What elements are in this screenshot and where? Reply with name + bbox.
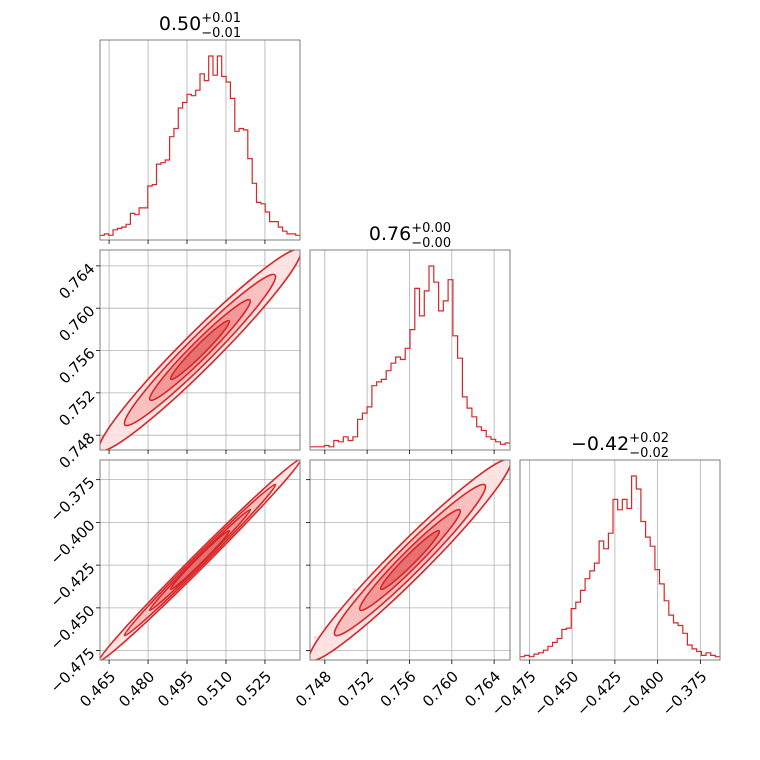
y-tick-label: 0.760 xyxy=(55,302,98,345)
y-tick-label: −0.425 xyxy=(47,559,99,611)
x-tick-label: −0.375 xyxy=(659,667,711,719)
x-tick-label: 0.748 xyxy=(292,668,335,711)
panel-title-1: 0.76+0.00 −0.00 xyxy=(369,221,451,251)
x-tick-label: 0.756 xyxy=(377,668,420,711)
x-tick-label: 0.525 xyxy=(232,668,275,711)
x-tick-label: 0.510 xyxy=(193,668,236,711)
y-tick-label: 0.752 xyxy=(55,387,98,430)
scatter-content xyxy=(100,250,300,450)
title-plus: +0.01 xyxy=(201,11,241,26)
panel-frame xyxy=(519,459,721,661)
y-tick-label: 0.756 xyxy=(55,344,98,387)
panel-frame xyxy=(309,459,511,661)
panel-frame xyxy=(99,459,301,661)
histogram-step-line xyxy=(310,265,510,448)
scatter-content xyxy=(93,460,300,666)
histogram-step-line xyxy=(100,55,300,236)
x-tick-label: 0.465 xyxy=(76,668,119,711)
y-tick-label: 0.748 xyxy=(55,429,98,472)
x-tick-label: −0.400 xyxy=(616,668,668,720)
sample-point xyxy=(313,636,317,639)
title-plus: +0.02 xyxy=(629,431,669,446)
y-tick-label: −0.450 xyxy=(47,602,99,654)
density-contour-3 xyxy=(379,529,441,591)
y-tick-label: −0.375 xyxy=(47,473,99,525)
panel-frame xyxy=(99,39,301,241)
x-tick-label: 0.760 xyxy=(419,668,462,711)
panel-title-2: −0.42+0.02 −0.02 xyxy=(571,431,669,461)
histogram-panel-0: 0.50+0.01 −0.01 xyxy=(99,11,301,244)
density-contour-3 xyxy=(169,529,231,591)
density-contour-3 xyxy=(169,319,231,381)
title-plus: +0.00 xyxy=(411,221,451,236)
sample-point xyxy=(182,391,186,395)
y-tick-label: 0.764 xyxy=(55,260,98,303)
scatter-panel-2-1 xyxy=(306,459,511,664)
sample-point xyxy=(353,588,356,591)
histogram-step-line xyxy=(520,475,720,658)
y-tick-label: −0.400 xyxy=(47,516,99,568)
x-tick-label: 0.480 xyxy=(115,668,158,711)
panel-frame xyxy=(309,249,511,451)
panel-frame xyxy=(99,249,301,451)
scatter-panel-1-0 xyxy=(96,249,301,454)
x-tick-label: −0.425 xyxy=(573,668,625,720)
title-minus: −0.00 xyxy=(411,236,451,251)
histogram-panel-1: 0.76+0.00 −0.00 xyxy=(309,221,511,454)
scatter-panel-2-0 xyxy=(93,459,301,666)
sample-point xyxy=(93,663,96,666)
x-tick-label: −0.450 xyxy=(530,667,582,719)
panel-title-0: 0.50+0.01 −0.01 xyxy=(159,11,241,41)
title-minus: −0.02 xyxy=(629,446,669,461)
x-tick-label: 0.495 xyxy=(154,668,197,711)
x-tick-label: 0.752 xyxy=(334,667,377,710)
scatter-content xyxy=(310,460,510,660)
histogram-panel-2: −0.42+0.02 −0.02 xyxy=(519,431,721,664)
title-minus: −0.01 xyxy=(201,26,241,41)
